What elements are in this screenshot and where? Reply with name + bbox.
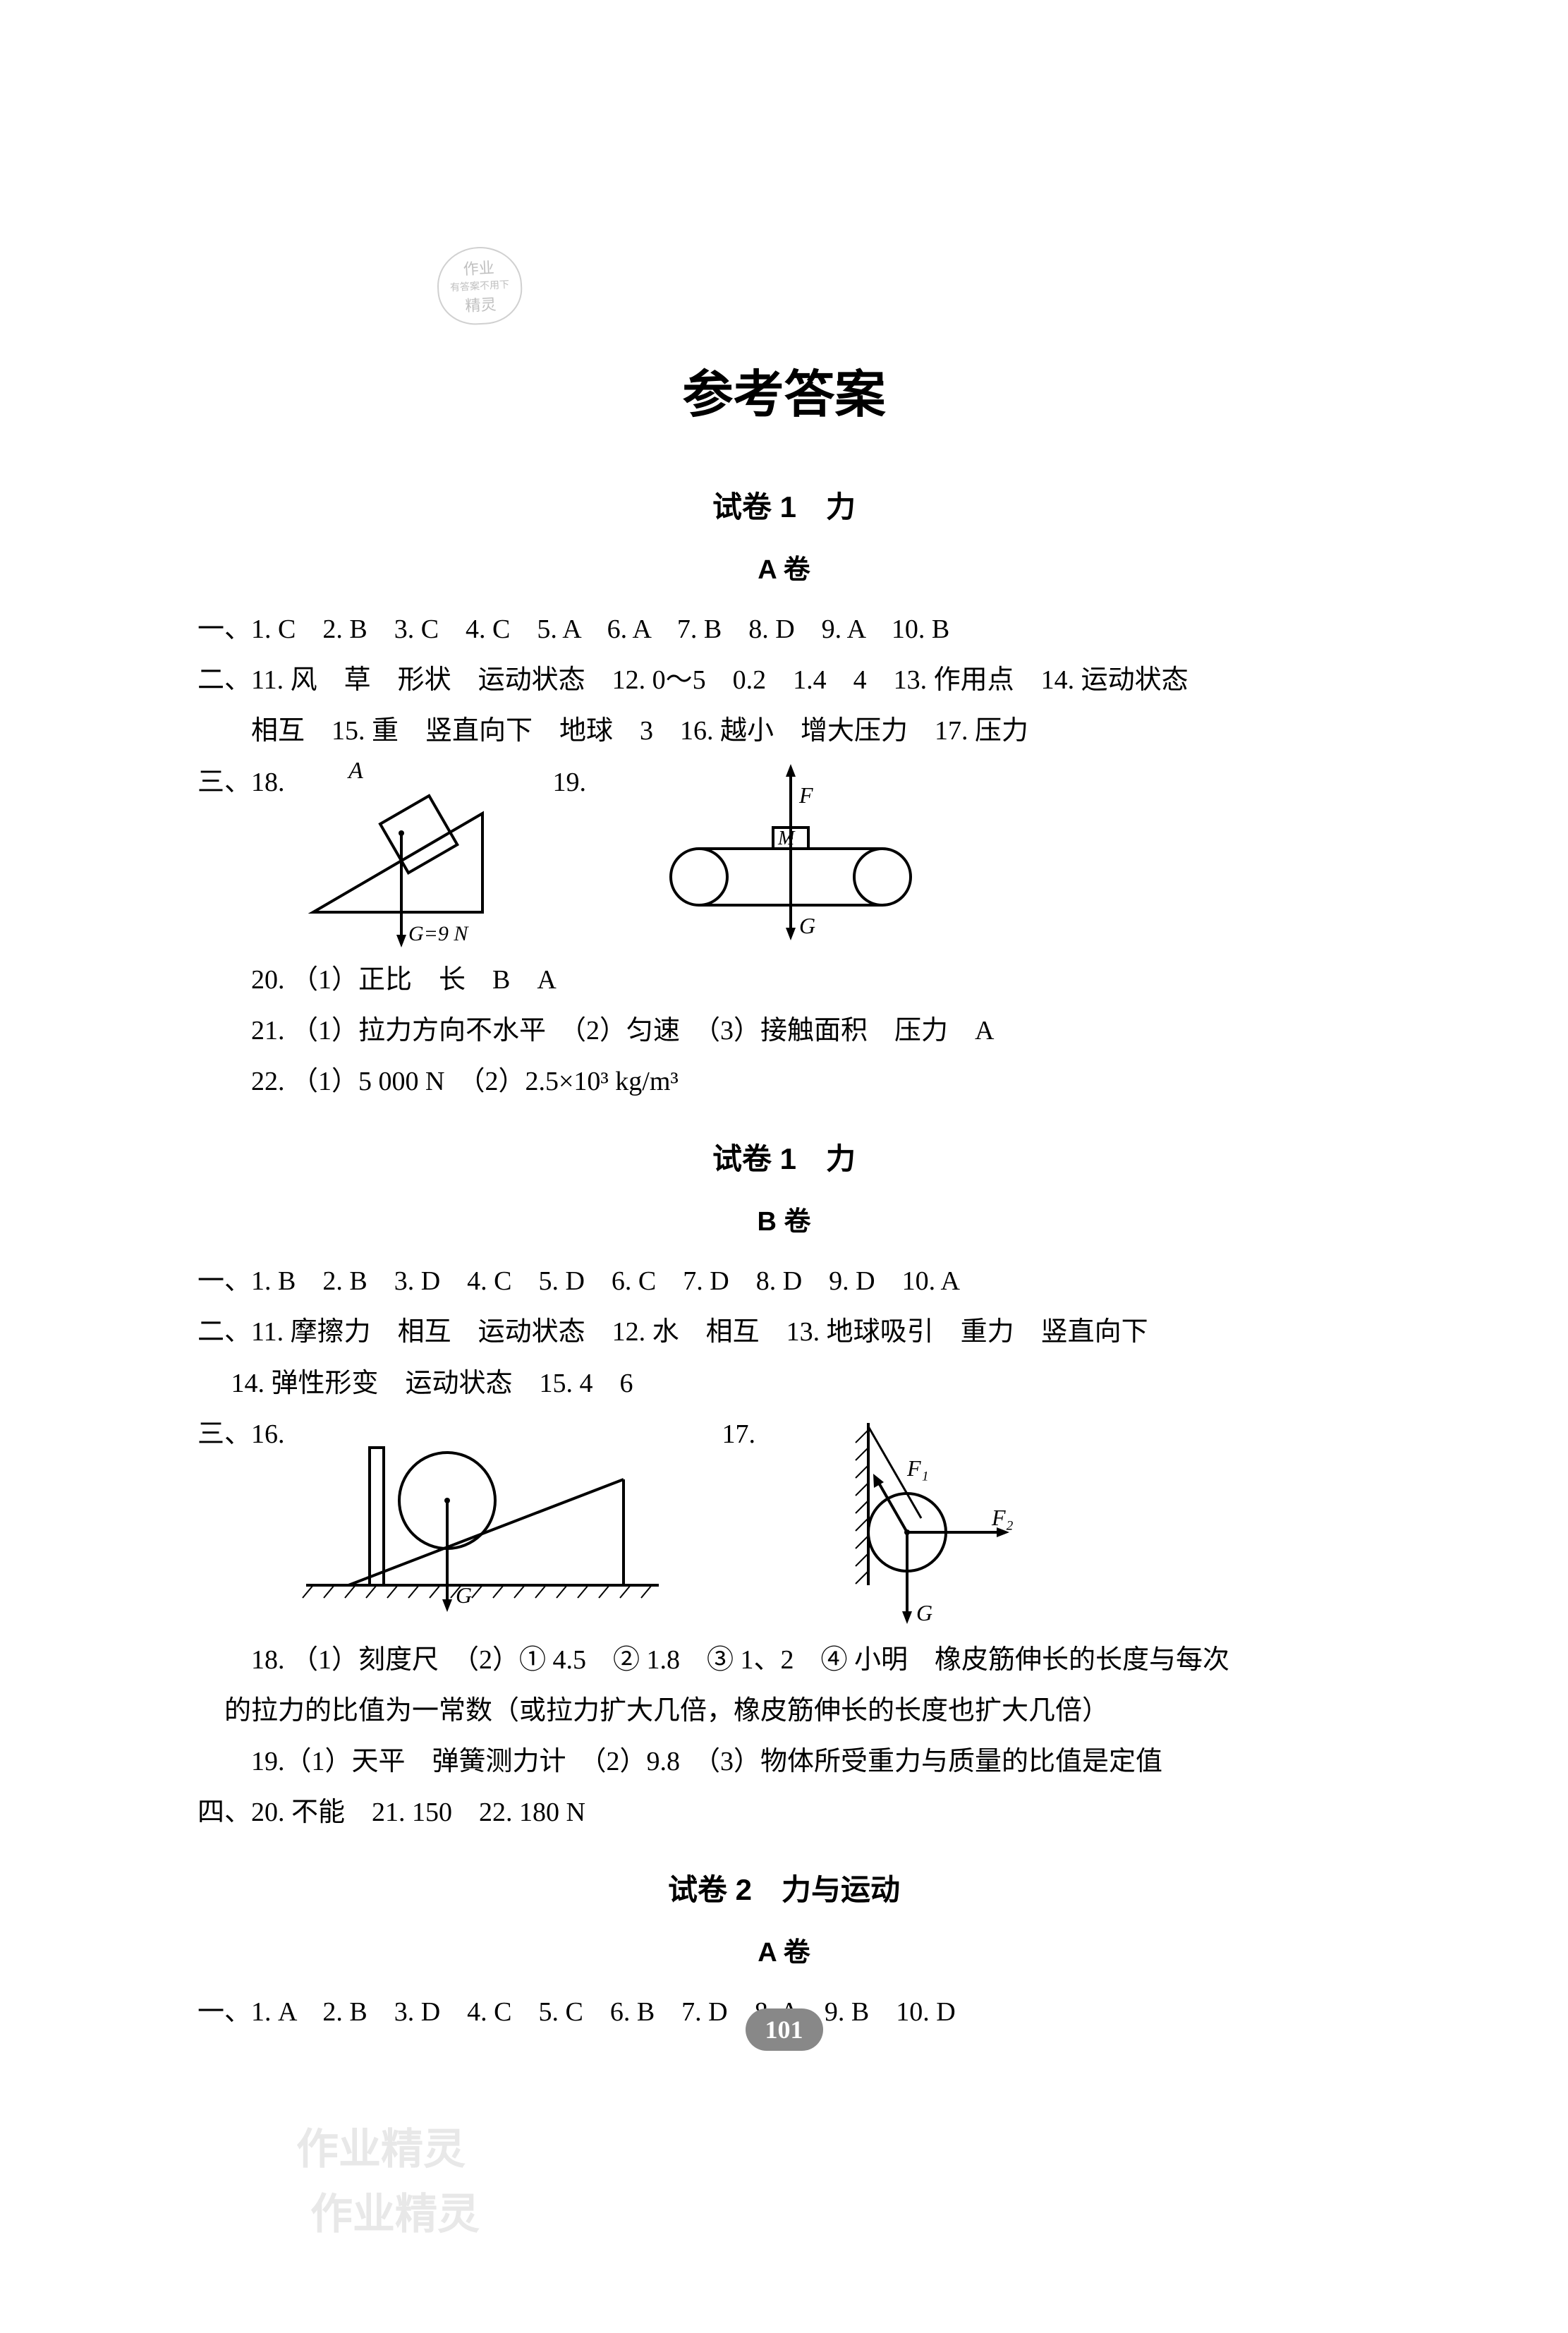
diagram-19: M F G <box>643 757 939 955</box>
diagram-row-1: 三、18. A G=9 N 19. M <box>197 757 1371 955</box>
svg-text:G: G <box>799 913 815 938</box>
stamp-logo: 作业 有答案不用下 精灵 <box>435 245 524 327</box>
answer-line: 21. （1）拉力方向不水平 （2）匀速 （3）接触面积 压力 A <box>197 1005 1371 1056</box>
diagram-mid: 19. <box>553 757 587 808</box>
svg-text:M: M <box>777 828 796 849</box>
answer-line: 的拉力的比值为一常数（或拉力扩大几倍，橡皮筋伸长的长度也扩大几倍） <box>197 1685 1371 1736</box>
diagram-18: A G=9 N <box>285 757 511 955</box>
diagram-prefix: 三、18. <box>197 757 285 808</box>
answer-line: 一、1. C 2. B 3. C 4. C 5. A 6. A 7. B 8. … <box>197 604 1371 655</box>
watermark: 作业精灵 <box>310 2180 480 2241</box>
answer-line: 14. 弹性形变 运动状态 15. 4 6 <box>197 1358 1371 1409</box>
section-subtitle-1: A 卷 <box>197 547 1371 586</box>
svg-text:G: G <box>916 1600 932 1625</box>
diagram-mid: 17. <box>722 1409 756 1460</box>
stamp-line2: 有答案不用下 <box>450 277 510 294</box>
svg-text:F₁: F₁ <box>906 1455 929 1481</box>
answer-line: 19.（1）天平 弹簧测力计 （2）9.8 （3）物体所受重力与质量的比值是定值 <box>197 1736 1371 1787</box>
diagram-prefix: 三、16. <box>197 1409 285 1460</box>
answer-line: 22. （1）5 000 N （2）2.5×10³ kg/m³ <box>197 1056 1371 1107</box>
section-title-3: 试卷 2 力与运动 <box>197 1866 1371 1909</box>
diagram-row-2: 三、16. <box>197 1409 1371 1635</box>
section-subtitle-2: B 卷 <box>197 1199 1371 1238</box>
label-G: G=9 N <box>408 922 469 945</box>
section-subtitle-3: A 卷 <box>197 1930 1371 1969</box>
answer-line: 相互 15. 重 竖直向下 地球 3 16. 越小 增大压力 17. 压力 <box>197 705 1371 756</box>
answer-line: 二、11. 摩擦力 相互 运动状态 12. 水 相互 13. 地球吸引 重力 竖… <box>197 1307 1371 1357</box>
page-number-badge: 101 <box>746 2008 823 2051</box>
stamp-line1: 作业 <box>463 255 495 279</box>
answer-line: 20. （1）正比 长 B A <box>197 955 1371 1005</box>
section-title-1: 试卷 1 力 <box>197 483 1371 526</box>
svg-text:F: F <box>798 782 813 808</box>
page-title: 参考答案 <box>197 353 1371 427</box>
label-A: A <box>347 758 363 784</box>
stamp-line3: 精灵 <box>465 292 497 316</box>
svg-text:F₂: F₂ <box>991 1505 1014 1530</box>
answer-line: 四、20. 不能 21. 150 22. 180 N <box>197 1787 1371 1838</box>
watermark: 作业精灵 <box>296 2115 466 2176</box>
section-title-2: 试卷 1 力 <box>197 1135 1371 1178</box>
answer-line: 二、11. 风 草 形状 运动状态 12. 0～5 0.2 1.4 4 13. … <box>197 655 1371 705</box>
diagram-17: F₁ F₂ G <box>826 1409 1080 1635</box>
answer-line: 一、1. B 2. B 3. D 4. C 5. D 6. C 7. D 8. … <box>197 1256 1371 1307</box>
svg-text:G: G <box>456 1582 472 1608</box>
answer-line: 18. （1）刻度尺 （2）① 4.5 ② 1.8 ③ 1、2 ④ 小明 橡皮筋… <box>197 1635 1371 1685</box>
diagram-16: G <box>285 1409 680 1620</box>
